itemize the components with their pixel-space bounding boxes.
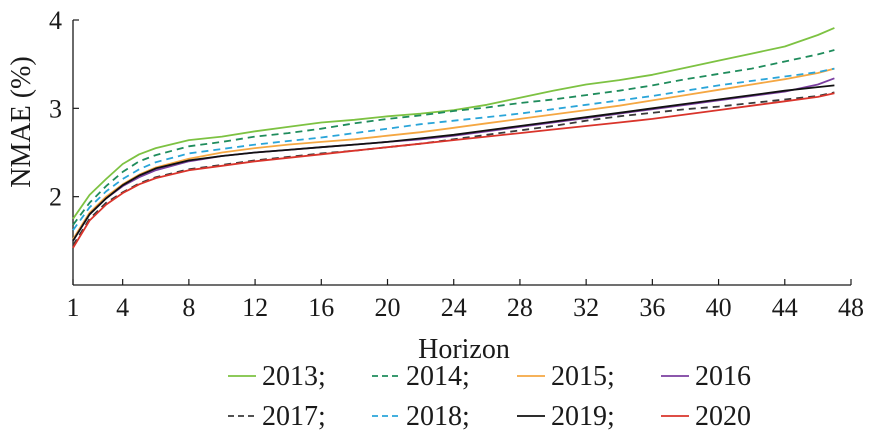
y-axis-label: NMAE (%) <box>6 56 37 187</box>
x-tick-label: 28 <box>507 293 533 322</box>
x-tick-label: 36 <box>639 293 665 322</box>
legend-label-2019: 2019; <box>551 401 615 432</box>
x-tick-label: 20 <box>375 293 401 322</box>
y-tick-label: 3 <box>49 94 62 123</box>
x-tick-label: 16 <box>308 293 334 322</box>
x-axis-label: Horizon <box>418 334 510 365</box>
x-tick-label: 32 <box>573 293 599 322</box>
legend-label-2020: 2020 <box>695 401 751 432</box>
series-line-2015 <box>72 67 835 240</box>
series-layer <box>72 27 835 249</box>
legend: 2013; 2014; 2015; 2016 2017; 2018; 2019; 2020 <box>228 361 751 432</box>
legend-label-2015: 2015; <box>551 361 615 392</box>
legend-label-2014: 2014; <box>406 361 470 392</box>
x-tick-label: 24 <box>441 293 467 322</box>
x-tick-label: 12 <box>242 293 268 322</box>
series-line-2019 <box>72 84 835 242</box>
y-tick-label: 2 <box>49 183 62 212</box>
legend-label-2016: 2016 <box>695 361 751 392</box>
x-tick-label: 4 <box>116 293 129 322</box>
series-line-2018 <box>72 67 835 231</box>
x-tick-label: 48 <box>838 293 864 322</box>
legend-label-2017: 2017; <box>262 401 326 432</box>
series-line-2017 <box>72 91 835 246</box>
legend-label-2018: 2018; <box>406 401 470 432</box>
x-tick-label: 44 <box>772 293 798 322</box>
legend-label-2013: 2013; <box>262 361 326 392</box>
x-tick-label: 40 <box>706 293 732 322</box>
series-line-2013 <box>72 27 835 220</box>
x-tick-label: 8 <box>182 293 195 322</box>
series-line-2020 <box>72 92 835 249</box>
x-tick-label: 1 <box>67 293 80 322</box>
series-line-2014 <box>72 49 835 226</box>
y-tick-label: 4 <box>49 6 62 35</box>
